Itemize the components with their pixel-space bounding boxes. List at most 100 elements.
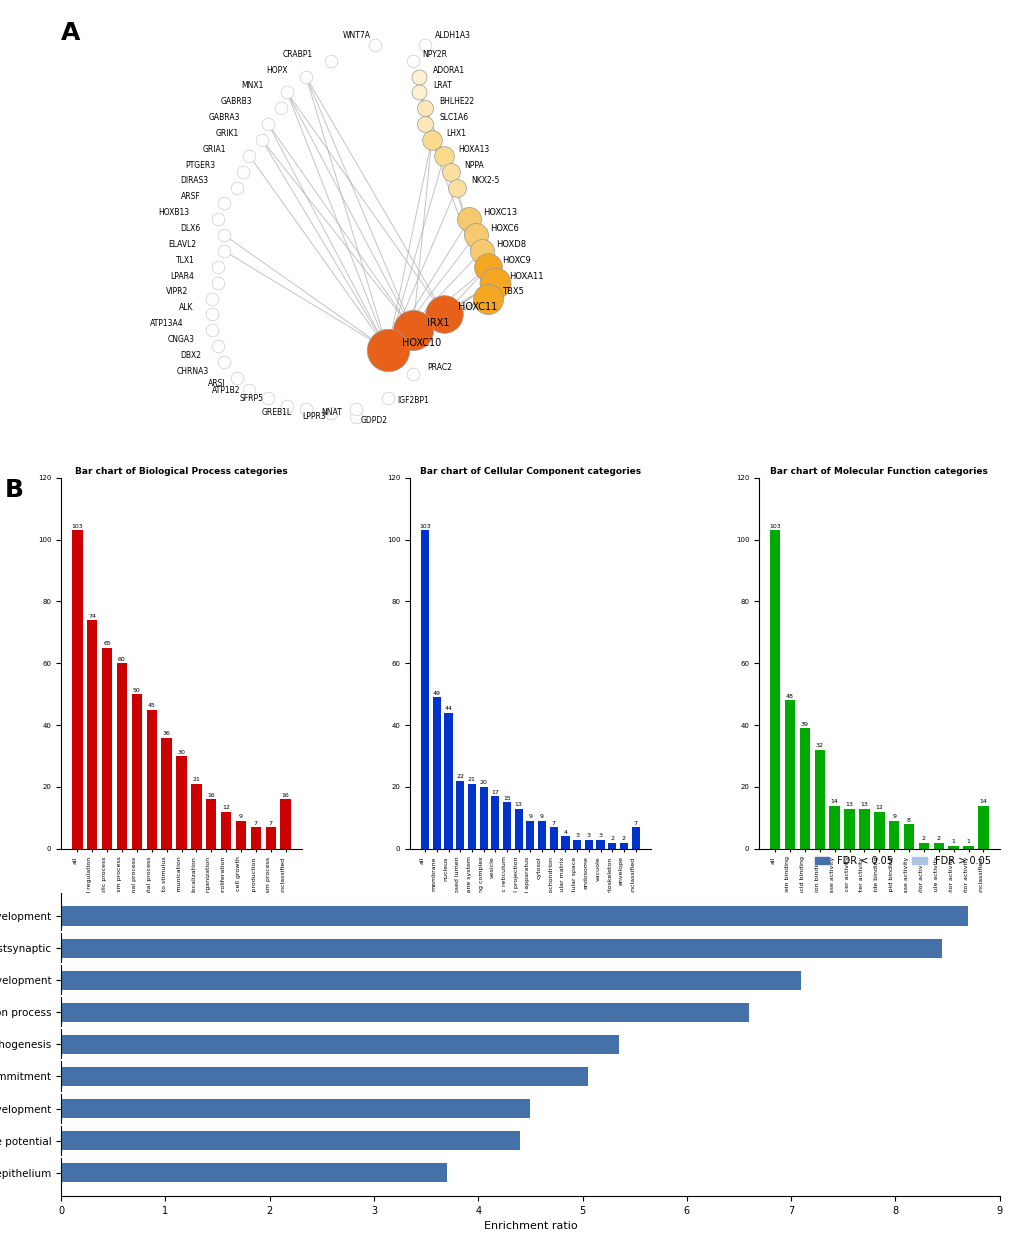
Point — [298, 66, 314, 86]
Bar — [784, 700, 795, 849]
Bar — [61, 906, 967, 926]
Text: CNGA3: CNGA3 — [167, 335, 195, 344]
Point — [486, 273, 502, 293]
Text: 103: 103 — [419, 523, 431, 528]
Text: 12: 12 — [222, 805, 230, 810]
Bar — [61, 1099, 530, 1118]
Bar — [251, 827, 261, 849]
Point — [279, 395, 296, 415]
Text: WNT7A: WNT7A — [342, 31, 370, 40]
Point — [204, 320, 220, 340]
Bar — [620, 842, 628, 849]
Text: 103: 103 — [71, 523, 84, 528]
Bar — [61, 1034, 619, 1054]
Text: DBX2: DBX2 — [179, 351, 201, 360]
Bar — [468, 784, 476, 849]
Text: 14: 14 — [978, 799, 986, 804]
Text: 15: 15 — [502, 796, 511, 801]
Text: SFRP5: SFRP5 — [239, 395, 264, 404]
Bar — [147, 710, 157, 849]
Text: ALDH1A3: ALDH1A3 — [434, 31, 471, 40]
Text: 74: 74 — [88, 613, 96, 618]
Bar — [61, 938, 942, 958]
Bar — [131, 694, 142, 849]
Text: 17: 17 — [491, 790, 498, 795]
Text: 48: 48 — [786, 694, 793, 699]
Text: HOXC9: HOXC9 — [502, 255, 531, 264]
Text: ARSI: ARSI — [208, 379, 226, 388]
Text: IGF2BP1: IGF2BP1 — [396, 396, 428, 405]
Text: 2: 2 — [609, 836, 613, 841]
Text: NKX2-5: NKX2-5 — [471, 177, 499, 186]
Text: 9: 9 — [528, 815, 532, 820]
Text: 1: 1 — [966, 839, 969, 845]
Text: ADORA1: ADORA1 — [433, 66, 465, 75]
Text: LHX1: LHX1 — [445, 128, 466, 138]
Text: LPAR4: LPAR4 — [170, 272, 195, 280]
Bar — [206, 800, 216, 849]
Text: 30: 30 — [177, 750, 185, 755]
Bar — [515, 809, 523, 849]
Point — [323, 51, 339, 71]
Bar — [932, 842, 944, 849]
Text: 2: 2 — [921, 836, 925, 841]
Point — [210, 257, 226, 277]
Bar — [537, 821, 545, 849]
Bar — [828, 805, 839, 849]
Text: HOXC11: HOXC11 — [458, 303, 497, 313]
Text: HOPX: HOPX — [266, 66, 287, 75]
Text: 21: 21 — [468, 778, 476, 782]
Point — [417, 35, 433, 55]
Text: 3: 3 — [586, 834, 590, 839]
Point — [436, 304, 452, 324]
Bar — [421, 531, 429, 849]
Point — [210, 336, 226, 356]
Point — [417, 115, 433, 135]
Text: PTGER3: PTGER3 — [184, 161, 215, 169]
Bar — [61, 971, 801, 989]
Text: GABRA3: GABRA3 — [209, 113, 239, 122]
Point — [405, 320, 421, 340]
Point — [347, 400, 364, 420]
Point — [279, 82, 296, 102]
Text: 65: 65 — [103, 642, 111, 647]
Text: 45: 45 — [148, 703, 156, 708]
Point — [379, 388, 395, 407]
Text: 9: 9 — [540, 815, 543, 820]
Text: 14: 14 — [829, 799, 838, 804]
Text: CHRNA3: CHRNA3 — [176, 366, 209, 375]
Bar — [444, 713, 452, 849]
Text: TBX5: TBX5 — [502, 288, 524, 297]
Point — [411, 66, 427, 86]
Text: PRAC2: PRAC2 — [427, 363, 451, 371]
Text: HOXC6: HOXC6 — [489, 224, 519, 233]
Text: BHLHE22: BHLHE22 — [439, 97, 474, 106]
Text: HOXA13: HOXA13 — [458, 145, 489, 153]
Text: 44: 44 — [444, 706, 452, 711]
Bar — [161, 738, 171, 849]
Text: 21: 21 — [193, 778, 200, 782]
Text: 13: 13 — [860, 802, 867, 807]
Point — [210, 209, 226, 229]
Bar — [948, 846, 958, 849]
Text: CRABP1: CRABP1 — [282, 50, 312, 59]
Bar — [116, 663, 127, 849]
Text: 9: 9 — [238, 815, 243, 820]
Point — [379, 340, 395, 360]
Text: HOXC13: HOXC13 — [483, 208, 518, 217]
Bar — [280, 800, 290, 849]
Text: ELAVL2: ELAVL2 — [168, 240, 196, 249]
Bar — [191, 784, 202, 849]
Text: 7: 7 — [633, 821, 637, 826]
Text: 4: 4 — [562, 830, 567, 835]
Point — [242, 380, 258, 400]
Point — [204, 289, 220, 309]
Text: 9: 9 — [892, 815, 896, 820]
Bar — [977, 805, 987, 849]
Bar — [61, 1003, 749, 1022]
Bar — [61, 1067, 587, 1087]
Bar — [631, 827, 639, 849]
Text: 13: 13 — [515, 802, 522, 807]
Bar — [265, 827, 276, 849]
Text: 3: 3 — [575, 834, 579, 839]
